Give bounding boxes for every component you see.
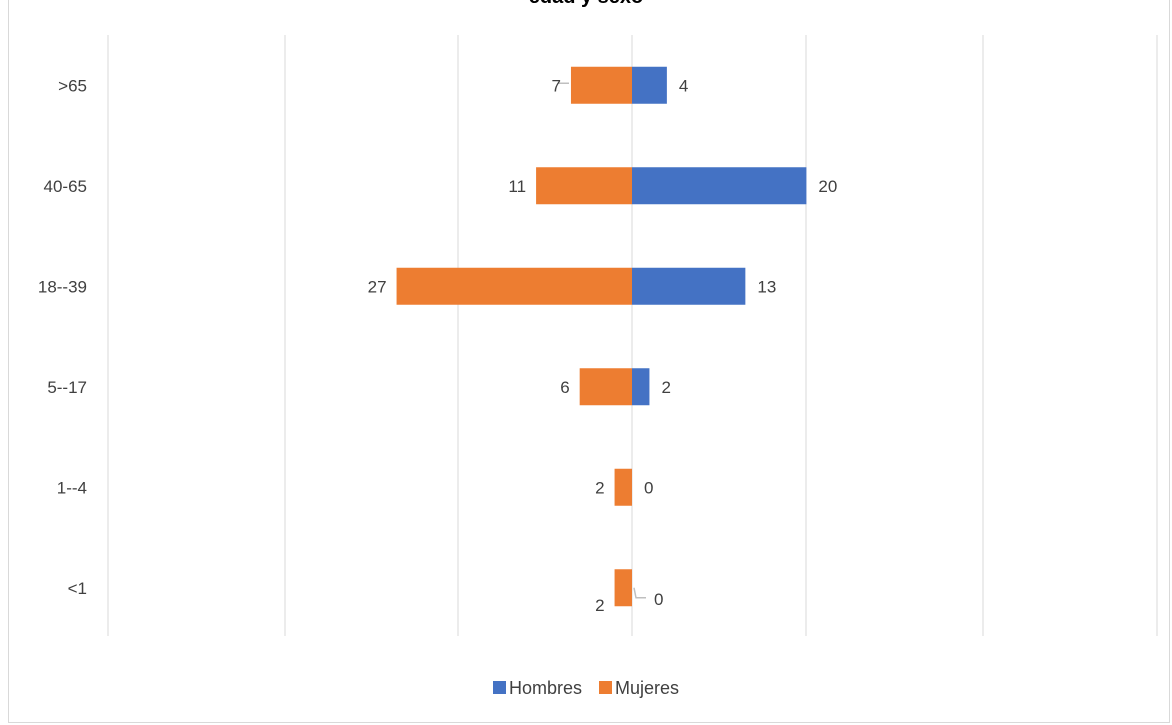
data-label-hombres: 0 bbox=[644, 478, 653, 497]
category-label: <1 bbox=[68, 579, 87, 598]
legend-item-hombres[interactable]: Hombres bbox=[492, 678, 582, 699]
category-label: 5--17 bbox=[47, 378, 87, 397]
bar-mujeres bbox=[570, 66, 632, 104]
category-label: 1--4 bbox=[57, 478, 87, 497]
bar-mujeres bbox=[579, 368, 632, 406]
leader-lines bbox=[558, 82, 646, 599]
data-label-mujeres: 7 bbox=[551, 76, 560, 95]
category-labels: >65 40-65 18--39 5--17 1--4 <1 bbox=[38, 76, 87, 598]
bar-mujeres bbox=[614, 468, 632, 506]
data-label-mujeres: 2 bbox=[595, 596, 604, 615]
data-label-hombres: 13 bbox=[757, 277, 776, 296]
data-label-mujeres: 27 bbox=[368, 277, 387, 296]
legend-label-mujeres: Mujeres bbox=[615, 678, 680, 698]
legend: Hombres Mujeres bbox=[0, 678, 1172, 699]
bar-mujeres bbox=[396, 267, 632, 305]
category-label: >65 bbox=[58, 76, 87, 95]
chart-frame bbox=[8, 0, 1170, 723]
data-label-mujeres: 11 bbox=[508, 177, 526, 196]
legend-item-mujeres[interactable]: Mujeres bbox=[599, 678, 679, 699]
chart-title: edad y sexo bbox=[0, 0, 1172, 9]
legend-swatch-hombres bbox=[492, 680, 506, 694]
leader-line bbox=[633, 587, 646, 599]
legend-swatch-mujeres bbox=[599, 680, 612, 694]
data-label-hombres: 0 bbox=[654, 590, 663, 609]
legend-label-hombres: Hombres bbox=[508, 678, 582, 698]
data-label-mujeres: 2 bbox=[595, 478, 604, 497]
category-label: 18--39 bbox=[38, 277, 87, 296]
bar-mujeres bbox=[614, 569, 632, 607]
data-label-hombres: 2 bbox=[661, 378, 670, 397]
bar-mujeres bbox=[536, 167, 632, 205]
bar-hombres bbox=[632, 66, 667, 104]
bar-hombres bbox=[632, 368, 650, 406]
category-label: 40-65 bbox=[44, 177, 87, 196]
bars bbox=[396, 66, 807, 607]
bar-hombres bbox=[632, 267, 746, 305]
data-label-mujeres: 6 bbox=[560, 378, 569, 397]
bar-hombres bbox=[632, 167, 807, 205]
data-label-hombres: 20 bbox=[818, 177, 837, 196]
gridlines bbox=[107, 35, 1158, 636]
data-label-hombres: 4 bbox=[679, 76, 688, 95]
